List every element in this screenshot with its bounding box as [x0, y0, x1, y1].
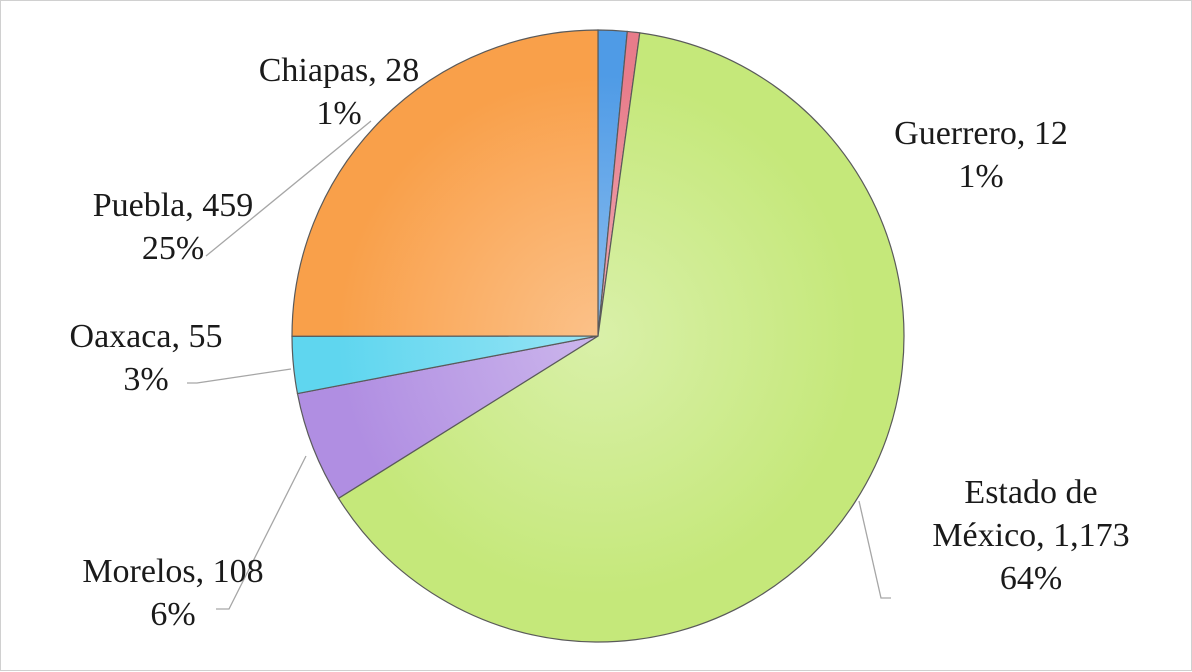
- leader-line-oaxaca: [187, 368, 292, 384]
- data-label-line: Guerrero, 12: [894, 115, 1068, 152]
- data-label-line: Puebla, 459: [93, 187, 254, 224]
- data-label-line: México, 1,173: [932, 517, 1129, 554]
- pie-slice-puebla: [291, 29, 599, 337]
- data-label-line: 1%: [316, 95, 361, 132]
- data-label-estado-de-mexico: Estado de México, 1,173 64%: [932, 474, 1129, 597]
- data-label-oaxaca: Oaxaca, 55 3%: [70, 318, 223, 398]
- data-label-puebla: Puebla, 459 25%: [93, 187, 254, 267]
- data-label-line: Chiapas, 28: [259, 52, 420, 89]
- data-label-line: 25%: [142, 230, 204, 267]
- data-label-line: Morelos, 108: [82, 553, 263, 590]
- data-label-line: 3%: [123, 361, 168, 398]
- data-label-guerrero: Guerrero, 12 1%: [894, 115, 1068, 195]
- leader-line-chiapas: [205, 120, 372, 257]
- data-label-morelos: Morelos, 108 6%: [82, 553, 263, 633]
- leader-line-morelos: [216, 455, 307, 610]
- data-label-line: 6%: [150, 596, 195, 633]
- data-label-chiapas: Chiapas, 28 1%: [259, 52, 420, 132]
- data-label-line: 1%: [958, 158, 1003, 195]
- data-label-line: Oaxaca, 55: [70, 318, 223, 355]
- data-label-line: 64%: [1000, 560, 1062, 597]
- pie-slice-estado-de-mexico: [337, 32, 905, 643]
- leader-line-estado-de-mexico: [858, 500, 891, 599]
- data-label-line: Estado de: [964, 474, 1097, 511]
